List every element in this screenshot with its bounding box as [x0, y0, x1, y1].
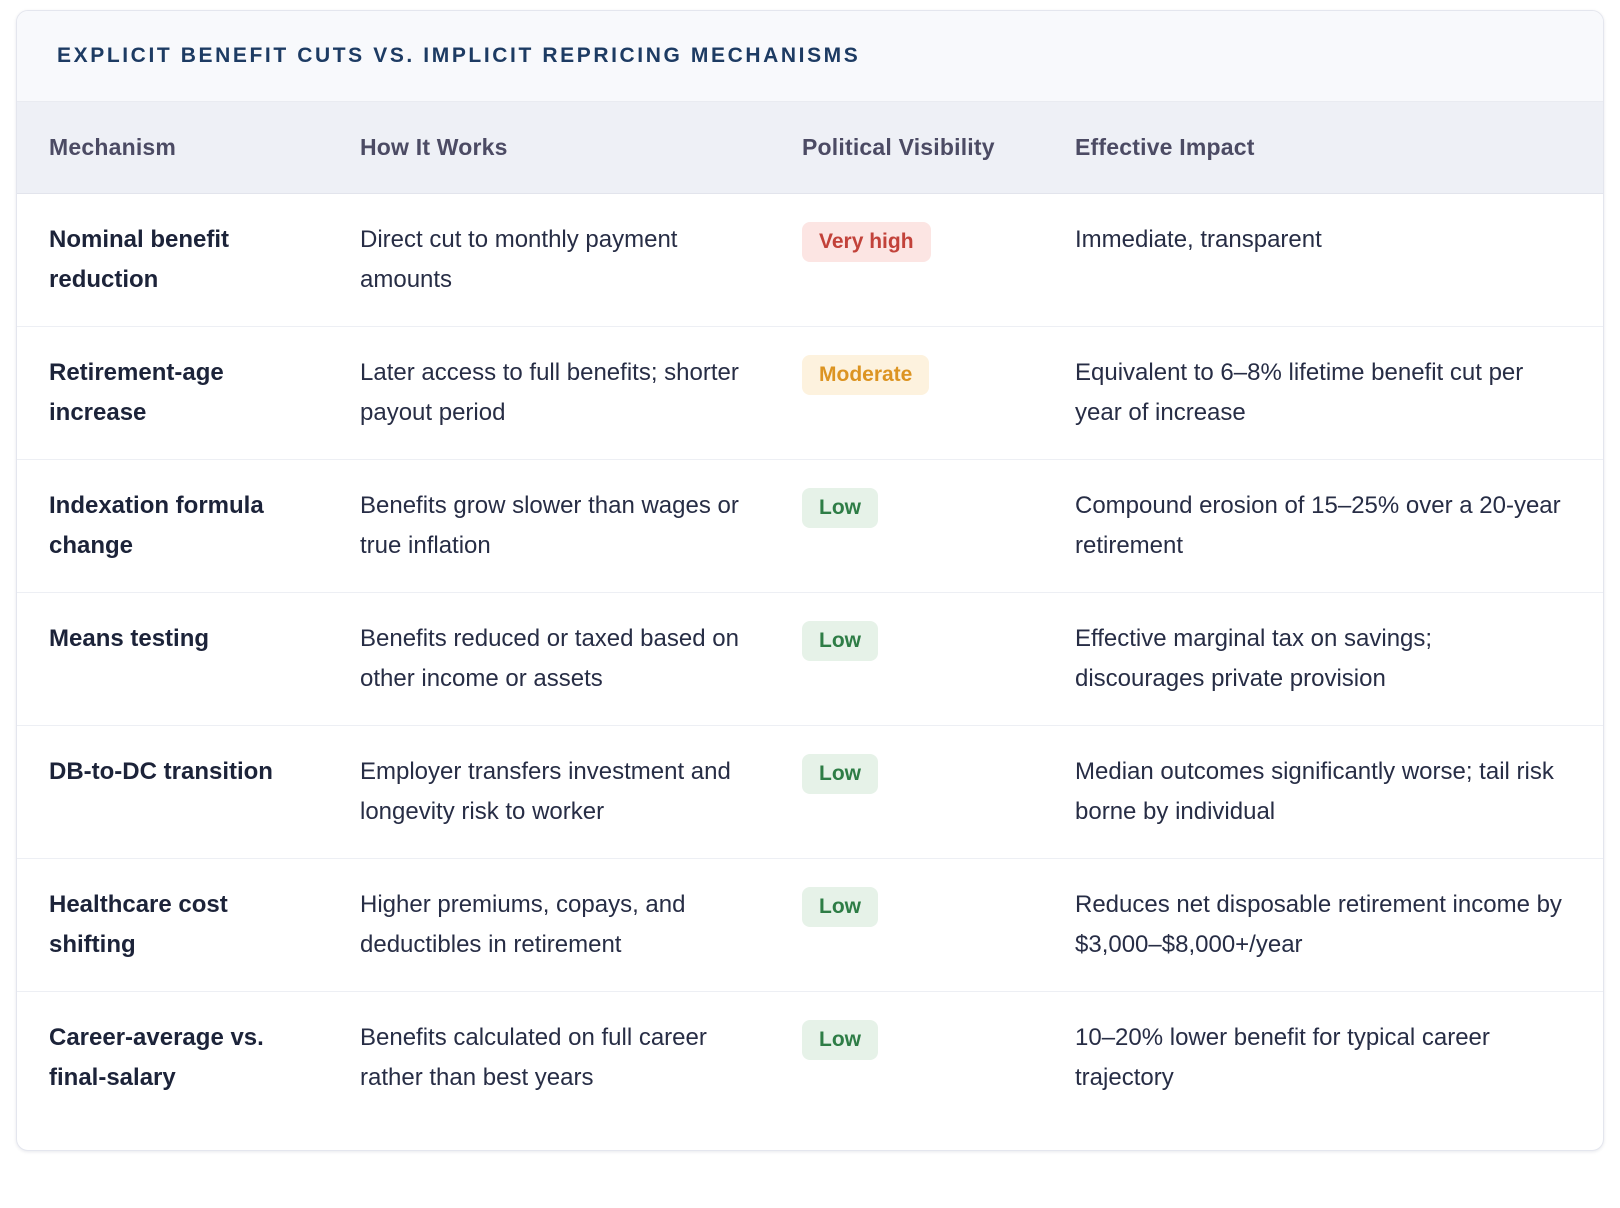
visibility-badge: Moderate — [802, 355, 930, 396]
table-body: Nominal benefit reduction Direct cut to … — [17, 194, 1603, 1150]
column-header-political-visibility: Political Visibility — [802, 102, 1075, 194]
impact-text: 10–20% lower benefit for typical career … — [1075, 991, 1603, 1150]
how-it-works-text: Benefits reduced or taxed based on other… — [360, 592, 802, 726]
visibility-badge: Low — [802, 887, 878, 928]
table-header: Mechanism How It Works Political Visibil… — [17, 102, 1603, 194]
impact-text: Equivalent to 6–8% lifetime benefit cut … — [1075, 326, 1603, 460]
impact-text: Median outcomes significantly worse; tai… — [1075, 725, 1603, 859]
impact-text: Immediate, transparent — [1075, 226, 1322, 253]
mechanism-name: DB-to-DC transition — [17, 725, 360, 859]
table-row: Healthcare cost shifting Higher premiums… — [17, 858, 1603, 992]
column-header-mechanism: Mechanism — [17, 102, 360, 194]
mechanism-name: Career-average vs. final-salary — [17, 991, 360, 1150]
column-header-effective-impact: Effective Impact — [1075, 102, 1603, 194]
how-it-works-text: Direct cut to monthly payment amounts — [360, 226, 678, 293]
mechanism-name: Indexation formula change — [17, 459, 360, 593]
visibility-badge: Low — [802, 1020, 878, 1061]
table-row: Retirement-age increase Later access to … — [17, 326, 1603, 460]
card-header: EXPLICIT BENEFIT CUTS VS. IMPLICIT REPRI… — [17, 11, 1603, 102]
how-it-works-text: Benefits calculated on full career rathe… — [360, 991, 802, 1150]
table-row: Nominal benefit reduction Direct cut to … — [17, 194, 1603, 327]
comparison-table: Mechanism How It Works Political Visibil… — [17, 102, 1603, 1150]
visibility-badge: Low — [802, 488, 878, 529]
how-it-works-text: Employer transfers investment and longev… — [360, 725, 802, 859]
visibility-badge: Low — [802, 621, 878, 662]
table-row: Means testing Benefits reduced or taxed … — [17, 592, 1603, 726]
how-it-works-text: Later access to full benefits; shorter p… — [360, 326, 802, 460]
table-header-row: Mechanism How It Works Political Visibil… — [17, 102, 1603, 194]
mechanism-name: Nominal benefit reduction — [49, 226, 230, 293]
table-row: Indexation formula change Benefits grow … — [17, 459, 1603, 593]
card-title: EXPLICIT BENEFIT CUTS VS. IMPLICIT REPRI… — [57, 44, 861, 67]
mechanism-name: Healthcare cost shifting — [17, 858, 360, 992]
mechanism-name: Means testing — [17, 592, 360, 726]
impact-text: Compound erosion of 15–25% over a 20-yea… — [1075, 459, 1603, 593]
column-header-how-it-works: How It Works — [360, 102, 802, 194]
table-row: DB-to-DC transition Employer transfers i… — [17, 725, 1603, 859]
impact-text: Reduces net disposable retirement income… — [1075, 858, 1603, 992]
impact-text: Effective marginal tax on savings; disco… — [1075, 592, 1603, 726]
how-it-works-text: Benefits grow slower than wages or true … — [360, 459, 802, 593]
mechanism-name: Retirement-age increase — [17, 326, 360, 460]
how-it-works-text: Higher premiums, copays, and deductibles… — [360, 858, 802, 992]
comparison-table-card: EXPLICIT BENEFIT CUTS VS. IMPLICIT REPRI… — [16, 10, 1604, 1151]
visibility-badge: Very high — [802, 222, 931, 263]
table-row: Career-average vs. final-salary Benefits… — [17, 991, 1603, 1150]
visibility-badge: Low — [802, 754, 878, 795]
